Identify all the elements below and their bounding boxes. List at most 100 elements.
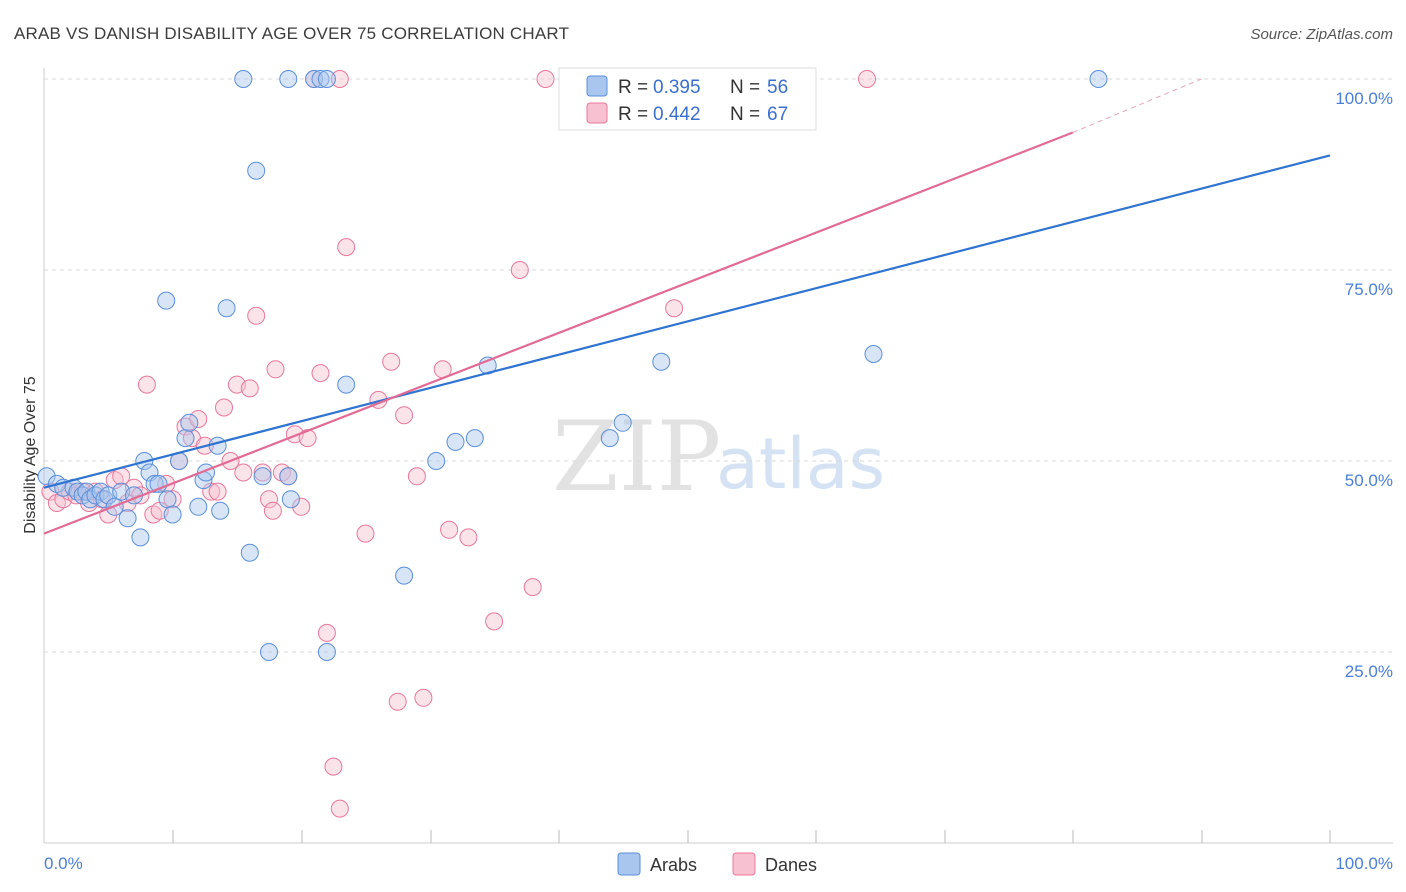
- chart-source: Source: ZipAtlas.com: [1250, 26, 1393, 43]
- x-tick-label-max: 100.0%: [1335, 854, 1393, 873]
- danes-point: [485, 612, 504, 631]
- arabs-point: [652, 352, 671, 371]
- danes-point: [324, 757, 343, 776]
- arabs-point: [279, 70, 298, 88]
- danes-point: [337, 238, 356, 257]
- trend-lines: [43, 78, 1331, 535]
- y-axis-label: Disability Age Over 75: [22, 376, 39, 534]
- danes-point: [523, 578, 542, 597]
- series-legend: Arabs Danes: [617, 852, 817, 876]
- arabs-point: [247, 161, 266, 180]
- arabs-point: [180, 413, 199, 432]
- arabs-point: [189, 497, 208, 516]
- watermark-zip: ZIP: [552, 401, 721, 513]
- danes-point: [260, 490, 278, 509]
- danes-point: [382, 352, 401, 371]
- bottom-legend-arabs: Arabs: [650, 855, 697, 875]
- arabs-point: [217, 299, 236, 318]
- arabs-point: [465, 429, 484, 448]
- danes-point: [407, 467, 426, 486]
- arabs-point: [305, 70, 324, 88]
- danes-point: [330, 70, 349, 88]
- danes-point: [317, 623, 336, 642]
- arabs-series: [37, 70, 1108, 661]
- arabs-point: [176, 429, 195, 448]
- arabs-point: [131, 528, 150, 547]
- arabs-point: [118, 509, 137, 528]
- bottom-legend-danes-swatch: [732, 852, 756, 876]
- correlation-legend: R = 0.395 N = 56 R = 0.442 N = 67: [558, 67, 817, 131]
- danes-point: [240, 379, 259, 398]
- arabs-point: [253, 467, 272, 486]
- arabs-point: [864, 345, 883, 363]
- arabs-point: [260, 643, 278, 661]
- arabs-point: [613, 413, 632, 432]
- arabs-point: [240, 543, 259, 562]
- arabs-point: [158, 490, 177, 509]
- arabs-point: [281, 490, 300, 509]
- danes-trend-extension: [1072, 78, 1202, 133]
- arabs-point: [446, 432, 465, 451]
- y-tick-label-25: 25.0%: [1345, 662, 1393, 681]
- danes-point: [253, 463, 272, 482]
- y-tick-label-50: 50.0%: [1345, 471, 1393, 490]
- danes-point: [208, 482, 227, 501]
- danes-trend-line: [43, 131, 1074, 535]
- danes-point: [388, 692, 407, 711]
- danes-point: [356, 524, 375, 543]
- legend-danes-swatch: [586, 102, 608, 124]
- danes-point: [330, 799, 349, 818]
- bottom-legend-arabs-swatch: [617, 852, 641, 876]
- arabs-point: [279, 467, 298, 486]
- y-tick-label-75: 75.0%: [1345, 280, 1393, 299]
- arabs-point: [311, 70, 330, 88]
- danes-point: [137, 375, 156, 394]
- arabs-point: [163, 505, 182, 524]
- legend-arabs-n-value: 56: [767, 77, 788, 98]
- arabs-point: [427, 452, 446, 470]
- arabs-point: [1089, 70, 1108, 88]
- danes-point: [263, 501, 282, 520]
- y-tick-label-100: 100.0%: [1335, 89, 1393, 108]
- danes-point: [234, 463, 253, 482]
- danes-point: [459, 528, 478, 547]
- arabs-point: [317, 70, 336, 88]
- danes-point: [536, 70, 555, 88]
- danes-point: [215, 398, 233, 417]
- arabs-point: [208, 436, 227, 455]
- danes-point: [298, 429, 317, 448]
- danes-point: [189, 410, 208, 428]
- danes-point: [395, 406, 414, 425]
- legend-arabs-swatch: [586, 75, 608, 97]
- danes-point: [266, 360, 285, 379]
- legend-danes-n-value: 67: [767, 104, 788, 125]
- legend-danes-n-label: N =: [730, 104, 760, 125]
- arabs-point: [211, 501, 230, 520]
- danes-point: [665, 299, 684, 318]
- arabs-point: [317, 643, 336, 661]
- danes-point: [163, 490, 182, 509]
- danes-point: [440, 520, 459, 539]
- danes-point: [414, 688, 433, 707]
- danes-point: [247, 306, 266, 325]
- danes-series: [41, 70, 876, 818]
- danes-point: [292, 497, 311, 516]
- gridlines: [44, 78, 1393, 653]
- danes-point: [510, 261, 529, 279]
- legend-danes-r-label: R =: [618, 104, 648, 125]
- legend-arabs-r-label: R =: [618, 77, 648, 98]
- watermark: ZIP atlas: [552, 401, 885, 513]
- danes-point: [311, 364, 330, 383]
- chart-title: ARAB VS DANISH DISABILITY AGE OVER 75 CO…: [14, 24, 569, 43]
- arabs-point: [395, 566, 414, 585]
- watermark-atlas: atlas: [716, 423, 885, 505]
- arabs-point: [337, 375, 356, 394]
- danes-point: [858, 70, 876, 88]
- arabs-point: [37, 467, 56, 486]
- arabs-point: [600, 429, 619, 448]
- x-tick-label-min: 0.0%: [44, 854, 83, 873]
- legend-danes-r-value: 0.442: [653, 104, 701, 125]
- bottom-legend-danes: Danes: [765, 855, 817, 875]
- arabs-point: [234, 70, 253, 88]
